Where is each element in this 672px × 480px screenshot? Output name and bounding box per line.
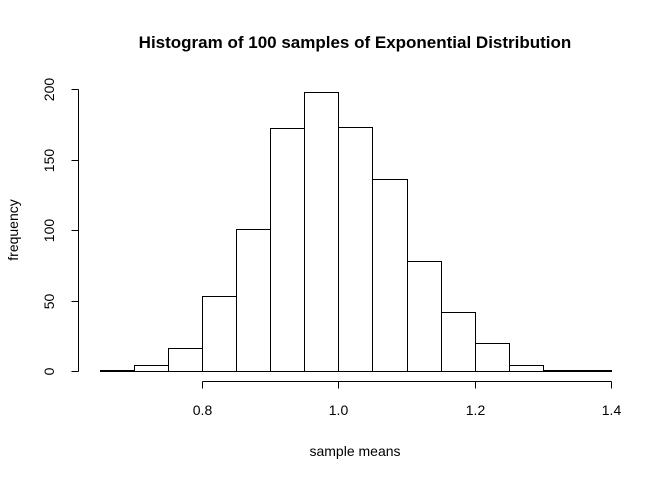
x-axis: 0.8 1.0 1.2 1.4 — [193, 381, 622, 418]
y-axis-label: frequency — [5, 199, 21, 260]
histogram-bar-1 — [134, 365, 169, 372]
histogram-bar-0 — [100, 370, 135, 372]
histogram-bar-14 — [577, 370, 612, 372]
y-axis: 0 50 100 150 200 — [41, 78, 79, 375]
x-tick-label-3: 1.4 — [602, 402, 622, 418]
histogram-bar-2 — [168, 348, 203, 372]
y-tick-label-2: 100 — [41, 219, 57, 243]
chart-title: Histogram of 100 samples of Exponential … — [139, 33, 572, 52]
histogram-bar-12 — [509, 365, 544, 372]
histogram-bar-4 — [236, 229, 271, 372]
y-tick-label-3: 150 — [41, 149, 57, 173]
histogram-bar-5 — [270, 128, 305, 372]
histogram-bar-6 — [304, 92, 339, 372]
y-tick-label-1: 50 — [41, 294, 57, 310]
histogram-bar-10 — [441, 312, 476, 372]
histogram-bar-8 — [372, 179, 408, 372]
y-tick-label-0: 0 — [41, 367, 57, 375]
histogram-bar-9 — [407, 261, 442, 372]
y-tick-label-4: 200 — [41, 78, 57, 102]
histogram-bar-7 — [338, 127, 373, 372]
x-tick-label-2: 1.2 — [466, 402, 486, 418]
x-axis-label: sample means — [309, 443, 400, 459]
x-tick-label-1: 1.0 — [329, 402, 349, 418]
bars-group — [100, 92, 612, 372]
histogram-bar-3 — [202, 296, 237, 372]
x-tick-label-0: 0.8 — [193, 402, 213, 418]
histogram-bar-11 — [475, 343, 510, 372]
histogram-bar-13 — [543, 370, 578, 372]
